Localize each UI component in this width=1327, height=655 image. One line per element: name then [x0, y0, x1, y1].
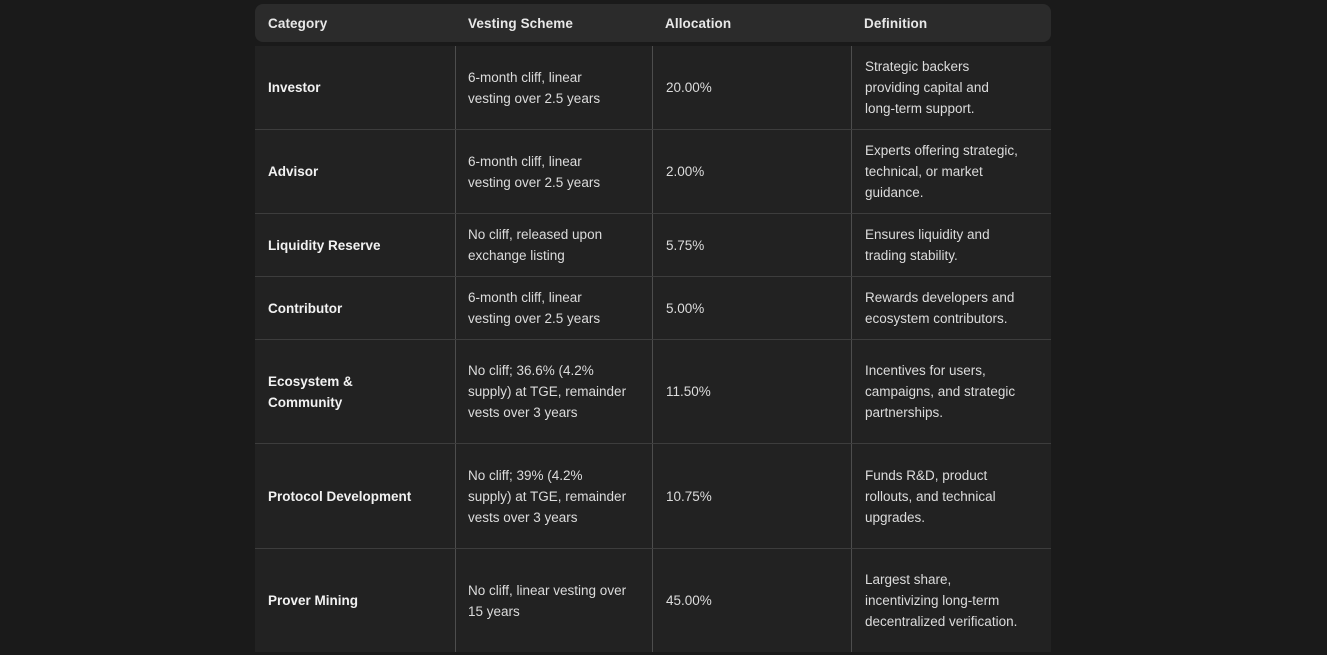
table-row: Liquidity Reserve No cliff, released upo… [255, 213, 1051, 276]
cell-vesting-scheme: No cliff, released upon exchange listing [455, 214, 652, 276]
table-row: Ecosystem & Community No cliff; 36.6% (4… [255, 339, 1051, 443]
cell-category: Advisor [268, 164, 319, 179]
table-row: Contributor 6-month cliff, linear vestin… [255, 276, 1051, 339]
cell-vesting-scheme: 6-month cliff, linear vesting over 2.5 y… [455, 130, 652, 213]
cell-category: Protocol Development [268, 488, 412, 504]
cell-category: Ecosystem & Community [268, 373, 353, 410]
table-header-row: Category Vesting Scheme Allocation Defin… [255, 4, 1051, 42]
cell-category: Prover Mining [268, 593, 359, 608]
cell-definition: Ensures liquidity and trading stability. [851, 214, 1051, 276]
cell-category: Liquidity Reserve [268, 237, 381, 253]
cell-allocation: 5.00% [652, 277, 851, 339]
cell-vesting-scheme: No cliff, linear vesting over 15 years [455, 549, 652, 652]
column-header-definition: Definition [864, 15, 928, 31]
table-row: Investor 6-month cliff, linear vesting o… [255, 46, 1051, 129]
cell-definition: Incentives for users, campaigns, and str… [851, 340, 1051, 443]
table-body: Investor 6-month cliff, linear vesting o… [255, 46, 1051, 652]
table-row: Protocol Development No cliff; 39% (4.2%… [255, 443, 1051, 548]
cell-vesting-scheme: 6-month cliff, linear vesting over 2.5 y… [455, 46, 652, 129]
cell-definition: Experts offering strategic, technical, o… [851, 130, 1051, 213]
cell-allocation: 11.50% [652, 340, 851, 443]
cell-definition: Largest share, incentivizing long-term d… [851, 549, 1051, 652]
tokenomics-table: Category Vesting Scheme Allocation Defin… [255, 4, 1051, 652]
cell-definition: Rewards developers and ecosystem contrib… [851, 277, 1051, 339]
column-header-vesting-scheme: Vesting Scheme [468, 15, 573, 31]
cell-category: Investor [268, 80, 321, 95]
cell-category: Contributor [268, 300, 343, 316]
table-row: Prover Mining No cliff, linear vesting o… [255, 548, 1051, 652]
cell-allocation: 5.75% [652, 214, 851, 276]
cell-definition: Strategic backers providing capital and … [851, 46, 1051, 129]
cell-allocation: 10.75% [652, 444, 851, 548]
cell-vesting-scheme: 6-month cliff, linear vesting over 2.5 y… [455, 277, 652, 339]
cell-allocation: 45.00% [652, 549, 851, 652]
cell-vesting-scheme: No cliff; 36.6% (4.2% supply) at TGE, re… [455, 340, 652, 443]
cell-allocation: 2.00% [652, 130, 851, 213]
cell-vesting-scheme: No cliff; 39% (4.2% supply) at TGE, rema… [455, 444, 652, 548]
column-header-allocation: Allocation [665, 15, 732, 31]
cell-allocation: 20.00% [652, 46, 851, 129]
column-header-category: Category [268, 15, 328, 31]
cell-definition: Funds R&D, product rollouts, and technic… [851, 444, 1051, 548]
table-row: Advisor 6-month cliff, linear vesting ov… [255, 129, 1051, 213]
